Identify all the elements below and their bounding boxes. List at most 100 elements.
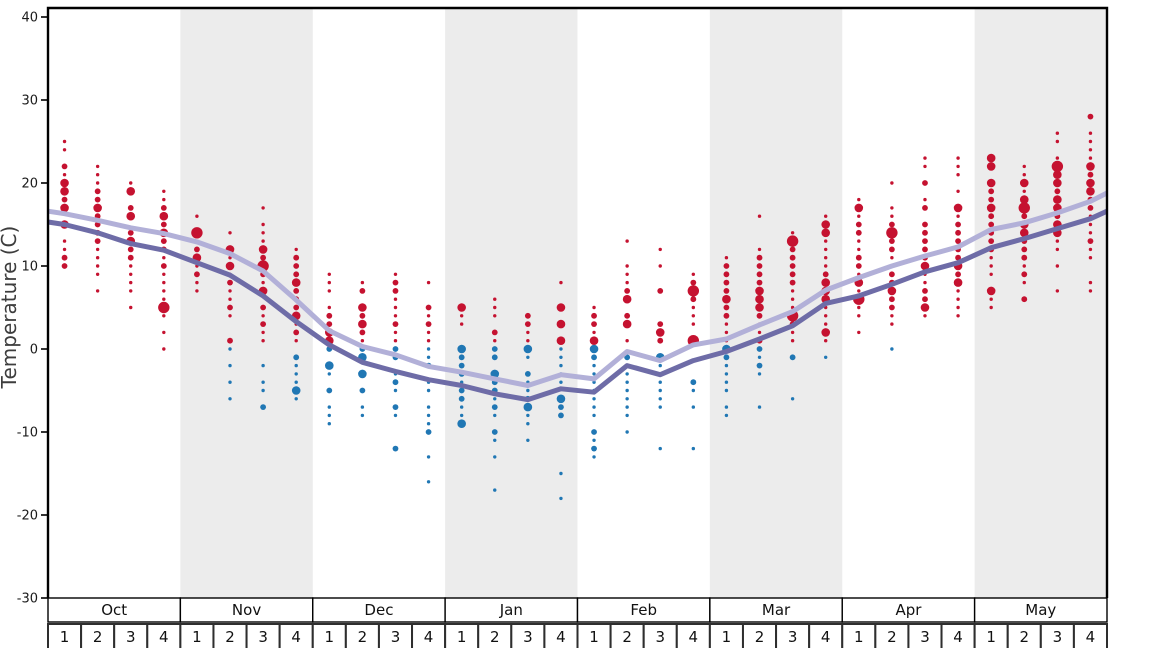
cold-temp-dot	[658, 388, 662, 393]
warm-temp-dot	[1055, 156, 1060, 160]
warm-temp-dot	[359, 329, 366, 336]
month-cell-apr	[841, 597, 976, 623]
cold-temp-dot	[625, 397, 629, 401]
warm-temp-dot	[559, 280, 563, 285]
warm-temp-dot	[724, 330, 729, 335]
warm-temp-dot	[1019, 178, 1029, 188]
week-cell	[642, 623, 678, 648]
warm-temp-dot	[162, 289, 166, 293]
cold-temp-dot	[457, 419, 466, 429]
week-number-label: 2	[358, 628, 368, 646]
cold-temp-dot	[359, 387, 366, 394]
warm-temp-dot	[755, 286, 764, 296]
warm-temp-dot	[228, 297, 232, 301]
cold-temp-dot	[591, 354, 597, 361]
warm-temp-dot	[821, 220, 831, 229]
warm-temp-dot	[393, 272, 398, 276]
warm-temp-dot	[757, 330, 762, 335]
warm-temp-dot	[426, 280, 431, 285]
warm-temp-dot	[890, 214, 894, 218]
warm-temp-dot	[162, 189, 166, 193]
warm-temp-dot	[426, 314, 431, 318]
warm-temp-dot	[524, 321, 531, 327]
warm-temp-dot	[1055, 289, 1060, 293]
warm-temp-dot	[956, 214, 960, 218]
cold-temp-dot	[426, 413, 431, 418]
warm-temp-dot	[61, 163, 68, 170]
warm-temp-dot	[1088, 289, 1093, 293]
warm-temp-dot	[160, 221, 167, 228]
warm-temp-dot	[956, 189, 960, 193]
cold-temp-dot	[291, 386, 301, 395]
warm-temp-dot	[225, 261, 235, 271]
warm-temp-dot	[392, 288, 399, 294]
warm-temp-dot	[790, 339, 795, 343]
cold-temp-dot	[324, 361, 334, 370]
warm-temp-dot	[989, 256, 993, 260]
warm-temp-dot	[227, 304, 233, 311]
warm-temp-dot	[989, 305, 993, 310]
warm-temp-dot	[723, 279, 730, 286]
warm-temp-dot	[622, 319, 632, 329]
warm-temp-dot	[160, 205, 167, 211]
cold-temp-dot	[228, 363, 232, 368]
warm-temp-dot	[789, 254, 796, 261]
warm-temp-dot	[824, 214, 828, 218]
warm-temp-dot	[956, 314, 960, 318]
warm-temp-dot	[327, 289, 331, 293]
warm-temp-dot	[491, 329, 498, 336]
warm-temp-dot	[824, 256, 828, 260]
warm-temp-dot	[93, 203, 102, 213]
warm-temp-dot	[556, 336, 566, 346]
warm-temp-dot	[989, 297, 993, 301]
warm-temp-dot	[986, 162, 996, 171]
warm-temp-dot	[622, 294, 632, 304]
month-label-apr: Apr	[895, 601, 922, 619]
warm-temp-dot	[159, 211, 169, 221]
cold-temp-dot	[393, 413, 398, 418]
week-number-label: 2	[93, 628, 103, 646]
warm-temp-dot	[95, 256, 100, 260]
warm-temp-dot	[691, 322, 696, 326]
cold-temp-dot	[559, 496, 563, 501]
warm-temp-dot	[129, 305, 133, 310]
warm-temp-dot	[887, 286, 897, 296]
warm-temp-dot	[127, 205, 134, 211]
warm-temp-dot	[922, 246, 928, 253]
warm-temp-dot	[786, 235, 799, 247]
warm-temp-dot	[790, 297, 795, 301]
warm-temp-dot	[360, 280, 365, 285]
cold-temp-dot	[493, 397, 497, 401]
month-cell-nov	[179, 597, 314, 623]
warm-temp-dot	[923, 197, 927, 202]
week-dots-apr-3	[920, 156, 930, 318]
cold-temp-dot	[756, 346, 763, 352]
week-dots-nov-2	[225, 231, 235, 401]
warm-temp-dot	[129, 264, 133, 268]
cold-temp-dot	[625, 405, 629, 409]
warm-temp-dot	[359, 288, 366, 294]
avg-min-line	[47, 208, 1109, 403]
warm-temp-dot	[1086, 178, 1095, 188]
cold-temp-dot	[592, 405, 596, 409]
week-dots-jan-1	[457, 303, 466, 429]
warm-temp-dot	[60, 187, 69, 196]
warm-temp-dot	[327, 280, 331, 285]
cold-temp-dot	[228, 397, 232, 401]
warm-temp-dot	[1088, 131, 1093, 135]
cold-temp-dot	[327, 405, 331, 409]
warm-temp-dot	[824, 264, 828, 268]
week-cell	[47, 623, 83, 648]
warm-temp-dot	[756, 312, 763, 319]
warm-temp-dot	[723, 288, 730, 294]
y-axis: 40 30 20 10 0 -10 -20 -30	[17, 11, 48, 607]
cold-temp-dot	[592, 455, 596, 459]
warm-temp-dot	[359, 312, 366, 319]
warm-temp-dot	[228, 231, 232, 235]
y-tick-label: 40	[21, 11, 38, 26]
cold-temp-dot	[625, 372, 629, 376]
warm-temp-dot	[986, 153, 996, 163]
warm-temp-dot	[425, 304, 432, 311]
warm-temp-dot	[956, 156, 960, 160]
warm-temp-dot	[1087, 113, 1094, 120]
